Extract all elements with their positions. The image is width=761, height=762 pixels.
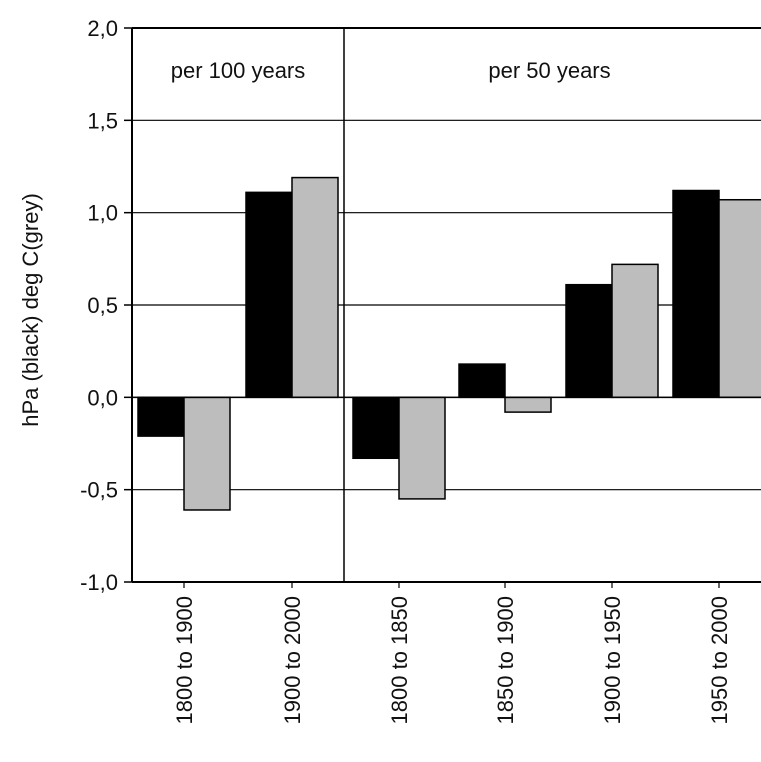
y-axis-label: hPa (black) deg C(grey) (18, 193, 43, 427)
x-category-label: 1800 to 1900 (172, 596, 197, 724)
bar (565, 283, 613, 399)
panel-label-50: per 50 years (488, 58, 610, 83)
y-tick-label: -0,5 (80, 478, 118, 503)
x-category-label: 1950 to 2000 (707, 596, 732, 724)
axes (124, 27, 761, 588)
bar (504, 396, 552, 413)
x-category-label: 1900 to 1950 (600, 596, 625, 724)
y-tick-label: -1,0 (80, 570, 118, 595)
panel-label-100: per 100 years (171, 58, 306, 83)
bar (352, 396, 400, 460)
bar (458, 363, 506, 399)
bar (611, 263, 659, 399)
bar (137, 396, 185, 437)
x-category-label: 1900 to 2000 (280, 596, 305, 724)
bar (245, 191, 293, 399)
x-category-label: 1800 to 1850 (387, 596, 412, 724)
bar (398, 396, 446, 500)
x-category-label: 1850 to 1900 (493, 596, 518, 724)
bar (672, 189, 720, 399)
y-tick-label: 1,5 (87, 108, 118, 133)
y-tick-label: 1,0 (87, 201, 118, 226)
labels: -1,0 -0,5 0,0 0,5 1,0 1,5 2,0 1800 to 1900 1900 … (18, 16, 732, 724)
bars (137, 176, 761, 511)
y-tick-label: 0,0 (87, 385, 118, 410)
bar (718, 198, 761, 399)
bar (291, 176, 339, 399)
y-tick-label: 2,0 (87, 16, 118, 41)
bar (183, 396, 231, 511)
y-tick-label: 0,5 (87, 293, 118, 318)
